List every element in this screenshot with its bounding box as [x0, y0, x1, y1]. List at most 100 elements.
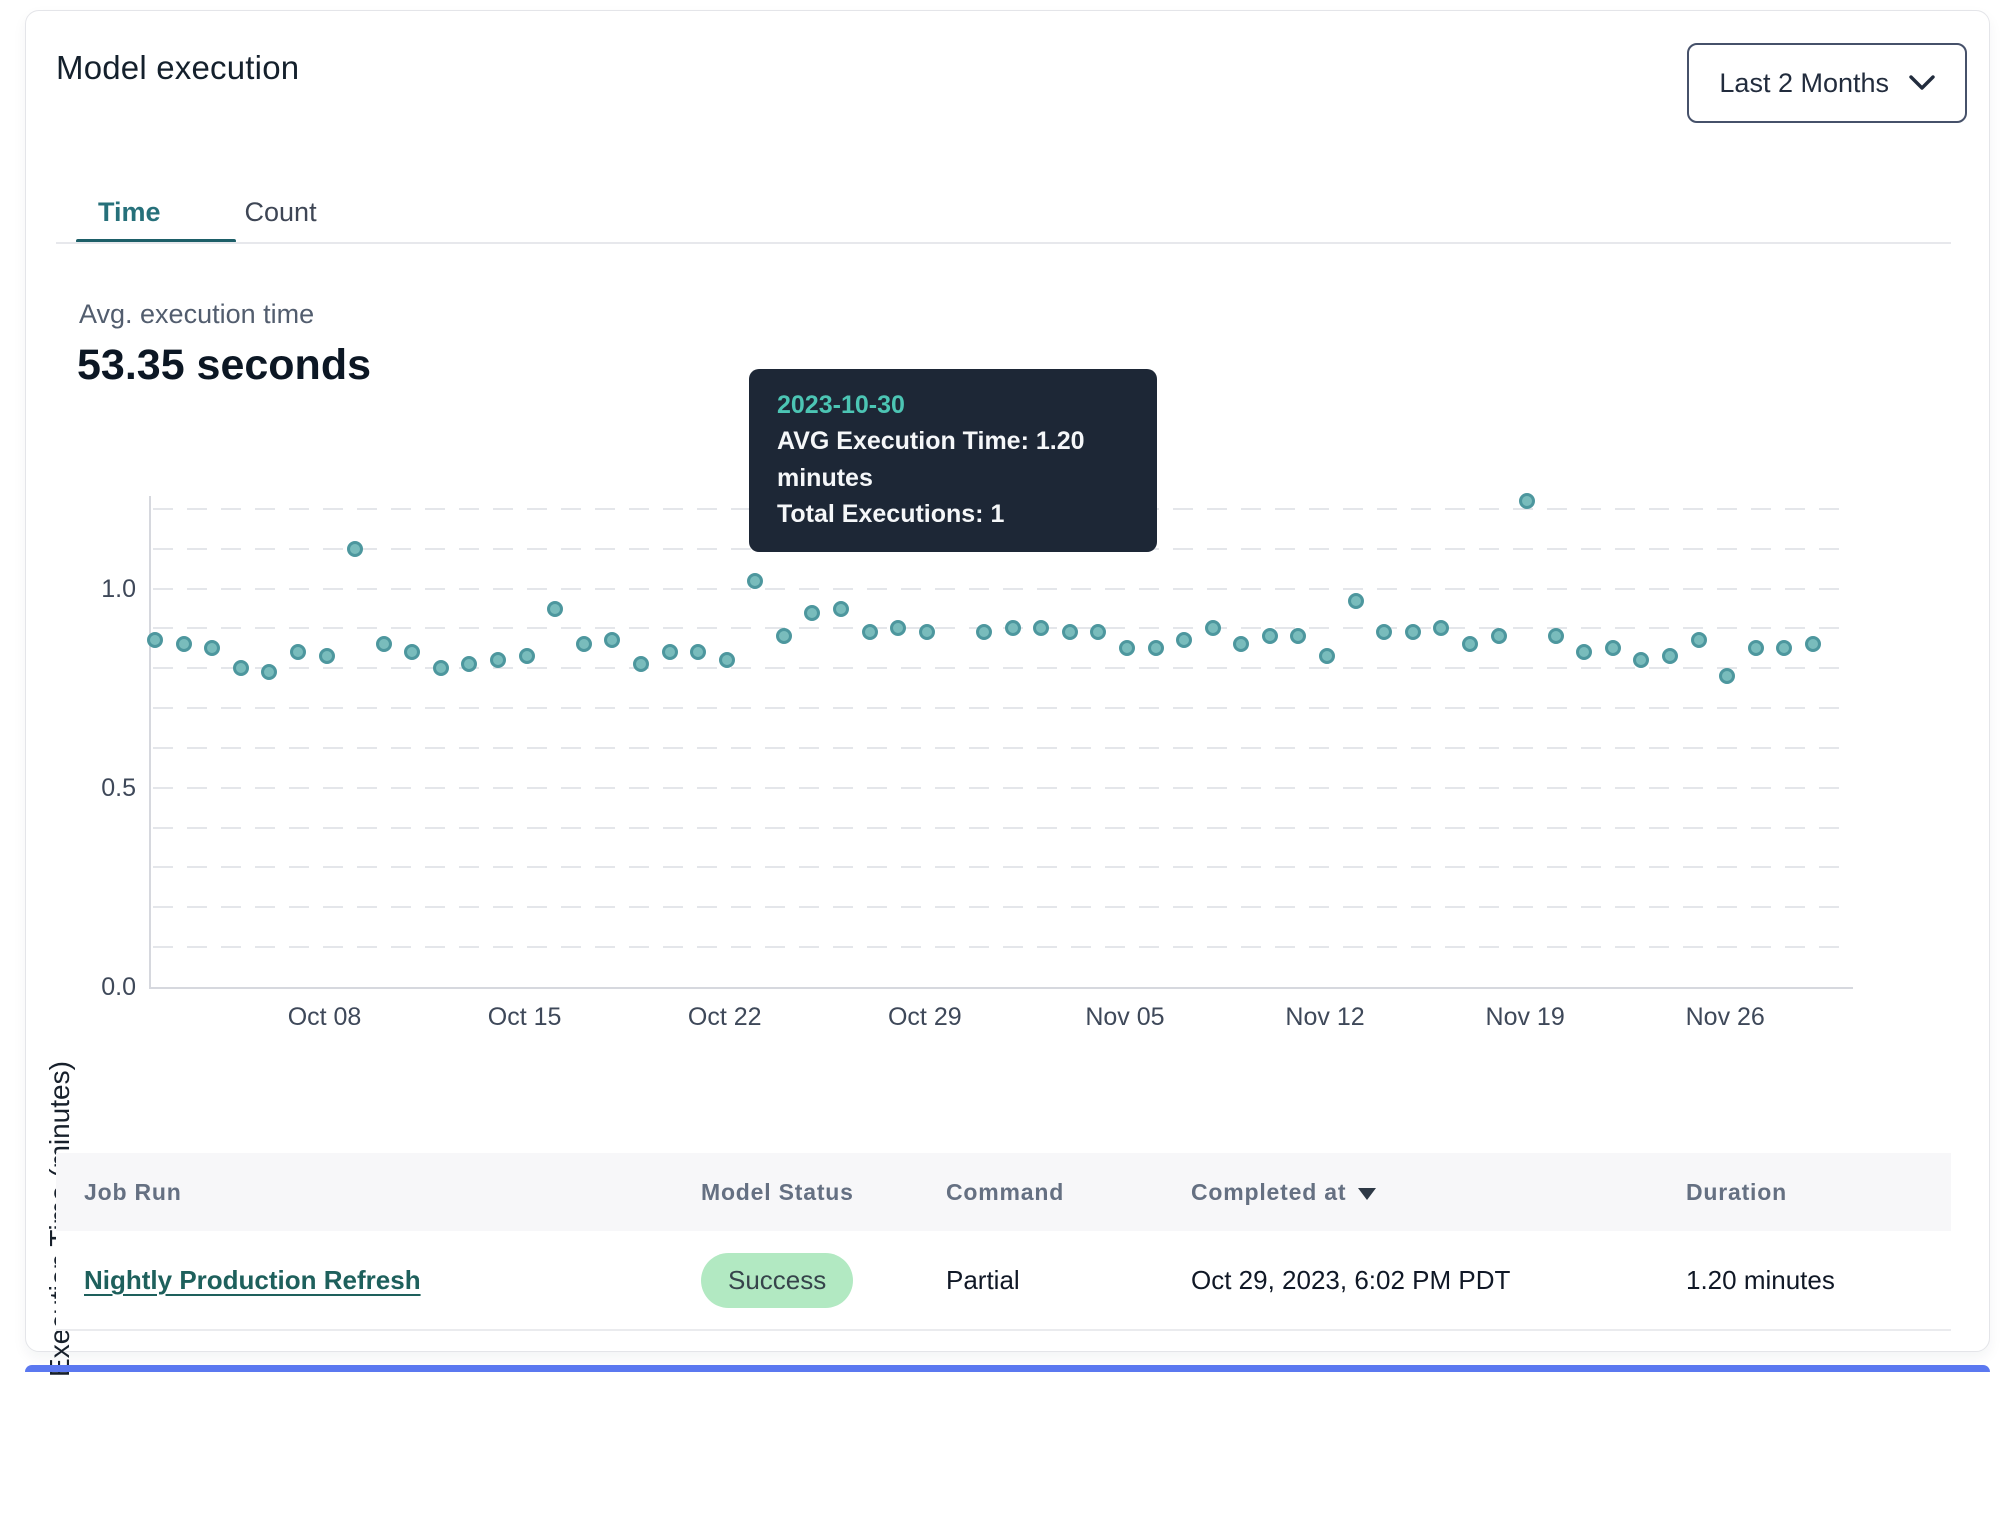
tabs-divider: [56, 242, 1951, 244]
data-point[interactable]: [176, 636, 192, 652]
data-point[interactable]: [490, 652, 506, 668]
date-range-selector[interactable]: Last 2 Months: [1687, 43, 1967, 123]
job-runs-table: Job Run Model Status Command Completed a…: [56, 1153, 1951, 1331]
scatter-plot-area: [149, 496, 1853, 989]
data-point[interactable]: [1462, 636, 1478, 652]
data-point[interactable]: [633, 656, 649, 672]
table-row: Nightly Production Refresh Success Parti…: [56, 1231, 1951, 1331]
data-point[interactable]: [204, 640, 220, 656]
status-badge: Success: [701, 1253, 853, 1308]
data-point[interactable]: [1090, 624, 1106, 640]
x-tick-label: Oct 22: [688, 1003, 762, 1032]
data-point[interactable]: [1405, 624, 1421, 640]
column-header-completed-at[interactable]: Completed at: [1191, 1179, 1686, 1206]
chart-tabs: Time Count: [56, 183, 359, 241]
x-tick-label: Nov 19: [1486, 1003, 1565, 1032]
tooltip-date: 2023-10-30: [777, 387, 1129, 423]
data-point[interactable]: [376, 636, 392, 652]
column-header-command[interactable]: Command: [946, 1179, 1191, 1206]
column-header-job-run[interactable]: Job Run: [84, 1179, 701, 1206]
data-point[interactable]: [319, 648, 335, 664]
data-point[interactable]: [1662, 648, 1678, 664]
data-point[interactable]: [919, 624, 935, 640]
data-point[interactable]: [1519, 493, 1535, 509]
data-point[interactable]: [1576, 644, 1592, 660]
y-tick-label: 0.5: [78, 774, 136, 803]
x-tick-label: Oct 08: [288, 1003, 362, 1032]
column-header-completed-at-label: Completed at: [1191, 1179, 1346, 1206]
data-point[interactable]: [1433, 620, 1449, 636]
data-point[interactable]: [1148, 640, 1164, 656]
tooltip-avg-execution: AVG Execution Time: 1.20 minutes: [777, 423, 1129, 496]
gridline: [153, 866, 1853, 868]
data-point[interactable]: [1633, 652, 1649, 668]
execution-time-chart: Execution Time (minutes) 0.00.51.0 Oct 0…: [26, 471, 1991, 1031]
avg-execution-time-value: 53.35 seconds: [77, 341, 371, 390]
data-point[interactable]: [147, 632, 163, 648]
data-point[interactable]: [1290, 628, 1306, 644]
column-header-duration[interactable]: Duration: [1686, 1179, 1951, 1206]
x-tick-label: Oct 29: [888, 1003, 962, 1032]
next-card-top-edge: [25, 1365, 1990, 1372]
data-point[interactable]: [461, 656, 477, 672]
completed-at-cell: Oct 29, 2023, 6:02 PM PDT: [1191, 1265, 1686, 1296]
gridline: [153, 906, 1853, 908]
chart-tooltip: 2023-10-30 AVG Execution Time: 1.20 minu…: [749, 369, 1157, 552]
data-point[interactable]: [519, 648, 535, 664]
data-point[interactable]: [233, 660, 249, 676]
x-tick-label: Nov 26: [1686, 1003, 1765, 1032]
gridline: [153, 627, 1853, 629]
data-point[interactable]: [1748, 640, 1764, 656]
data-point[interactable]: [1005, 620, 1021, 636]
data-point[interactable]: [1262, 628, 1278, 644]
table-header-row: Job Run Model Status Command Completed a…: [56, 1153, 1951, 1231]
date-range-label: Last 2 Months: [1719, 68, 1889, 99]
data-point[interactable]: [1233, 636, 1249, 652]
gridline: [153, 827, 1853, 829]
data-point[interactable]: [1719, 668, 1735, 684]
data-point[interactable]: [433, 660, 449, 676]
data-point[interactable]: [604, 632, 620, 648]
chevron-down-icon: [1909, 75, 1935, 91]
data-point[interactable]: [261, 664, 277, 680]
data-point[interactable]: [1376, 624, 1392, 640]
data-point[interactable]: [547, 601, 563, 617]
data-point[interactable]: [690, 644, 706, 660]
data-point[interactable]: [662, 644, 678, 660]
data-point[interactable]: [347, 541, 363, 557]
data-point[interactable]: [1319, 648, 1335, 664]
data-point[interactable]: [1205, 620, 1221, 636]
x-tick-label: Oct 15: [488, 1003, 562, 1032]
data-point[interactable]: [1491, 628, 1507, 644]
tab-count[interactable]: Count: [203, 183, 359, 241]
data-point[interactable]: [1062, 624, 1078, 640]
data-point[interactable]: [833, 601, 849, 617]
model-execution-card: Model execution Last 2 Months Time Count…: [25, 10, 1990, 1352]
data-point[interactable]: [890, 620, 906, 636]
data-point[interactable]: [1548, 628, 1564, 644]
data-point[interactable]: [719, 652, 735, 668]
data-point[interactable]: [1776, 640, 1792, 656]
data-point[interactable]: [862, 624, 878, 640]
tab-time[interactable]: Time: [56, 183, 203, 241]
data-point[interactable]: [1805, 636, 1821, 652]
data-point[interactable]: [576, 636, 592, 652]
data-point[interactable]: [1348, 593, 1364, 609]
data-point[interactable]: [1033, 620, 1049, 636]
data-point[interactable]: [776, 628, 792, 644]
data-point[interactable]: [747, 573, 763, 589]
data-point[interactable]: [404, 644, 420, 660]
data-point[interactable]: [804, 605, 820, 621]
x-tick-label: Nov 05: [1085, 1003, 1164, 1032]
gridline: [153, 747, 1853, 749]
job-run-link[interactable]: Nightly Production Refresh: [84, 1265, 421, 1295]
data-point[interactable]: [1176, 632, 1192, 648]
column-header-model-status[interactable]: Model Status: [701, 1179, 946, 1206]
data-point[interactable]: [1119, 640, 1135, 656]
data-point[interactable]: [290, 644, 306, 660]
data-point[interactable]: [1691, 632, 1707, 648]
data-point[interactable]: [1605, 640, 1621, 656]
data-point[interactable]: [976, 624, 992, 640]
